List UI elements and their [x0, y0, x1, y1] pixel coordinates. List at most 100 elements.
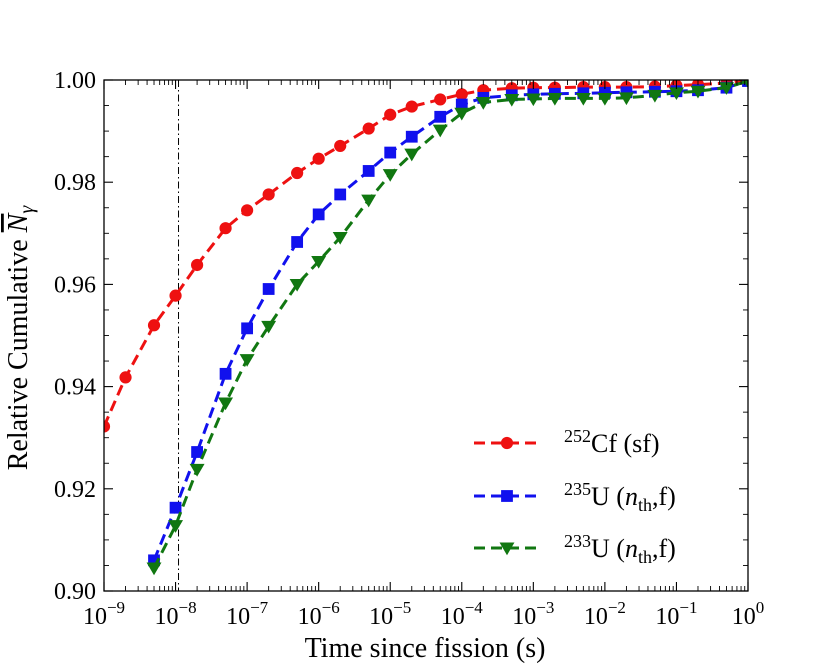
y-axis-label: Relative Cumulative Nγ: [3, 205, 38, 471]
x-tick-label: 10−9: [83, 598, 125, 630]
x-tick-label: 10−2: [584, 598, 626, 630]
data-point: [311, 255, 327, 269]
x-tick-label: 10−6: [298, 598, 340, 630]
y-tick-label: 1.00: [54, 68, 96, 94]
x-tick-base: 10: [441, 604, 465, 630]
x-tick-base: 10: [655, 604, 679, 630]
x-tick-base: 10: [155, 604, 179, 630]
data-point: [384, 146, 397, 159]
data-point: [575, 92, 591, 106]
data-point: [189, 463, 205, 477]
data-point: [618, 92, 634, 106]
data-point: [455, 88, 468, 101]
data-point: [219, 367, 232, 380]
legend-subscript: th: [638, 547, 652, 567]
legend-subscript: th: [638, 495, 652, 515]
legend-tail: ,f): [652, 482, 676, 511]
x-axis-label: Time since fission (s): [305, 633, 546, 664]
data-point: [119, 371, 132, 384]
ticks: [103, 79, 749, 592]
x-tick-label: 10−4: [441, 598, 484, 630]
data-point: [261, 320, 277, 334]
data-point: [241, 322, 254, 335]
data-point: [404, 148, 420, 162]
data-point: [239, 354, 255, 367]
legend-entry: 233U (nth,f): [474, 531, 676, 567]
data-point: [169, 501, 182, 514]
data-point: [334, 139, 347, 153]
x-tick-exponent: −8: [179, 598, 197, 617]
data-point: [146, 562, 162, 576]
data-point: [525, 93, 541, 107]
legend-label: 252Cf (sf): [564, 426, 660, 458]
x-tick-exponent: −7: [250, 598, 269, 617]
x-tick-base: 10: [298, 604, 322, 630]
series-line: [104, 80, 748, 428]
data-point: [647, 89, 663, 103]
data-point: [332, 231, 348, 245]
legend-marker: [500, 436, 514, 450]
y-tick-label: 0.96: [54, 272, 96, 298]
legend-label: 233U (nth,f): [564, 531, 676, 567]
data-point: [291, 236, 304, 248]
x-tick-base: 10: [369, 604, 393, 630]
legend-tail: ,f): [652, 534, 676, 563]
x-tick-exponent: −9: [107, 598, 125, 617]
y-tick-label: 0.90: [54, 579, 96, 605]
data-point: [312, 208, 325, 221]
data-point: [289, 278, 305, 292]
x-tick-base: 10: [584, 604, 608, 630]
x-tick-label: 10−3: [512, 598, 554, 630]
legend-name: U (: [591, 482, 625, 511]
y-axis-label-text: Relative Cumulative: [3, 232, 34, 470]
legend-entry: 252Cf (sf): [474, 426, 660, 458]
data-point: [169, 289, 182, 302]
data-point: [291, 166, 304, 180]
data-point: [405, 100, 418, 113]
x-tick-base: 10: [732, 604, 756, 630]
legend-marker: [501, 490, 513, 502]
legend-isotope-mass: 235: [564, 479, 591, 499]
x-tick-label: 10−8: [155, 598, 197, 630]
data-point: [218, 397, 234, 411]
legend-entry: 235U (nth,f): [474, 479, 676, 515]
series-line: [152, 80, 748, 569]
x-tick-exponent: 0: [756, 598, 765, 617]
data-point: [432, 124, 448, 138]
data-point: [547, 92, 563, 106]
data-point: [384, 108, 397, 121]
data-point: [312, 152, 325, 165]
x-tick-label: 10−5: [369, 598, 411, 630]
tick-labels: 10−9 10−8 10−7 10−6 10−5 10−4 10−3 10−2 10−1 1000…: [54, 68, 764, 630]
x-tick-exponent: −1: [679, 598, 697, 617]
legend-name: U (: [591, 534, 625, 563]
legend-neutron-symbol: n: [625, 534, 638, 563]
x-tick-exponent: −3: [536, 598, 554, 617]
x-tick-exponent: −2: [608, 598, 626, 617]
y-tick-label: 0.98: [54, 170, 96, 196]
x-tick-label: 10−7: [226, 598, 269, 630]
legend-isotope-mass: 233: [564, 531, 591, 551]
data-point: [241, 204, 254, 217]
data-point: [405, 130, 418, 143]
legend-name: Cf (sf): [591, 429, 660, 458]
data-point: [262, 188, 275, 201]
data-point: [191, 446, 203, 458]
y-tick-label: 0.94: [54, 375, 96, 401]
data-point: [361, 194, 377, 208]
data-point: [168, 520, 184, 533]
data-point: [434, 110, 447, 123]
series-0: [104, 80, 748, 433]
data-point: [475, 97, 491, 110]
x-tick-base: 10: [512, 604, 536, 630]
x-tick-exponent: −5: [393, 598, 411, 617]
data-point: [262, 283, 275, 295]
x-tick-base: 10: [83, 604, 107, 630]
data-point: [334, 188, 347, 201]
data-point: [690, 85, 706, 99]
y-axis-label-symbol: N: [3, 212, 34, 233]
x-tick-label: 100: [732, 598, 765, 630]
data-point: [454, 107, 470, 121]
x-tick-exponent: −6: [322, 598, 340, 617]
